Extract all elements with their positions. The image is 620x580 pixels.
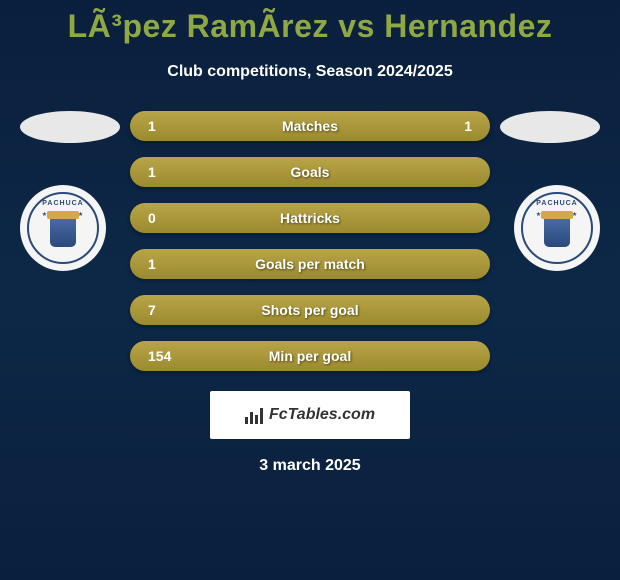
main-container: PACHUCA ★ ★ ★ ★ ★ 1 Matches 1 1 Goals 0 …: [0, 111, 620, 371]
stat-left-value: 1: [148, 256, 156, 272]
club-right-icon: [544, 217, 570, 247]
stat-row-matches: 1 Matches 1: [130, 111, 490, 141]
stats-container: 1 Matches 1 1 Goals 0 Hattricks 1 Goals …: [130, 111, 490, 371]
club-right-badge: PACHUCA ★ ★ ★ ★ ★: [514, 185, 600, 271]
stat-label: Min per goal: [130, 348, 490, 364]
page-title: LÃ³pez RamÃ­rez vs Hernandez: [0, 0, 620, 45]
club-right-name: PACHUCA: [536, 200, 577, 207]
player-right-avatar: [500, 111, 600, 143]
stat-left-value: 1: [148, 118, 156, 134]
chart-icon: [245, 406, 263, 424]
player-left-panel: PACHUCA ★ ★ ★ ★ ★: [20, 111, 120, 271]
stat-label: Goals per match: [130, 256, 490, 272]
club-left-icon: [50, 217, 76, 247]
club-left-badge: PACHUCA ★ ★ ★ ★ ★: [20, 185, 106, 271]
club-left-name: PACHUCA: [42, 200, 83, 207]
player-left-avatar: [20, 111, 120, 143]
stat-left-value: 154: [148, 348, 171, 364]
club-left-badge-inner: PACHUCA ★ ★ ★ ★ ★: [27, 192, 99, 264]
stat-row-min-per-goal: 154 Min per goal: [130, 341, 490, 371]
stat-row-hattricks: 0 Hattricks: [130, 203, 490, 233]
stat-left-value: 0: [148, 210, 156, 226]
club-right-badge-inner: PACHUCA ★ ★ ★ ★ ★: [521, 192, 593, 264]
stat-label: Matches: [130, 118, 490, 134]
stat-right-value: 1: [464, 118, 472, 134]
attribution-label: FcTables.com: [269, 406, 375, 424]
date: 3 march 2025: [0, 457, 620, 475]
stat-left-value: 7: [148, 302, 156, 318]
attribution-text: FcTables.com: [245, 406, 375, 424]
stat-row-goals: 1 Goals: [130, 157, 490, 187]
subtitle: Club competitions, Season 2024/2025: [0, 63, 620, 81]
stat-label: Shots per goal: [130, 302, 490, 318]
player-right-panel: PACHUCA ★ ★ ★ ★ ★: [500, 111, 600, 271]
stat-label: Hattricks: [130, 210, 490, 226]
stat-label: Goals: [130, 164, 490, 180]
stat-left-value: 1: [148, 164, 156, 180]
stat-row-shots-per-goal: 7 Shots per goal: [130, 295, 490, 325]
attribution-badge: FcTables.com: [210, 391, 410, 439]
stat-row-goals-per-match: 1 Goals per match: [130, 249, 490, 279]
